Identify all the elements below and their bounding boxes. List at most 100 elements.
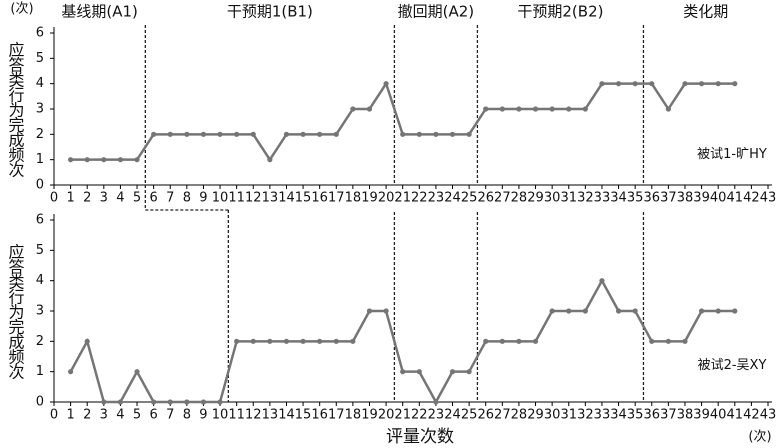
point [516, 106, 522, 112]
x-tick-label: 37 [660, 408, 677, 423]
point [665, 338, 671, 344]
point [350, 338, 356, 344]
point [715, 308, 721, 314]
series-line [69, 278, 735, 405]
point [566, 106, 572, 112]
x-tick-label: 29 [527, 191, 544, 206]
x-tick-label: 35 [627, 408, 644, 423]
x-tick-label: 18 [345, 408, 362, 423]
x-tick-label: 24 [444, 191, 461, 206]
y-axis-label: 应答类行为完成频次 [6, 243, 25, 380]
x-tick-label: 25 [461, 191, 478, 206]
y-tick-label: 6 [36, 213, 44, 228]
x-tick-label: 37 [660, 191, 677, 206]
x-tick-label: 8 [183, 408, 191, 423]
x-tick-label: 21 [394, 408, 411, 423]
point [466, 131, 472, 137]
x-tick-label: 14 [278, 191, 295, 206]
point [732, 308, 738, 314]
x-tick-label: 13 [262, 408, 279, 423]
x-tick-label: 19 [361, 408, 378, 423]
point [250, 131, 256, 137]
y-tick-label: 4 [36, 273, 44, 288]
point [715, 81, 721, 87]
point [366, 106, 373, 112]
x-tick-label: 20 [378, 191, 395, 206]
point [333, 131, 339, 137]
point [649, 81, 655, 87]
x-tick-label: 38 [677, 408, 694, 423]
x-tick-label: 9 [199, 191, 207, 206]
x-tick-label: 6 [149, 191, 157, 206]
x-tick-label: 22 [411, 408, 428, 423]
point [682, 338, 688, 344]
point [117, 157, 124, 163]
x-tick-label: 25 [461, 408, 478, 423]
phase-label: 基线期(A1) [61, 3, 138, 21]
point [649, 338, 655, 344]
point [300, 131, 306, 137]
x-tick-label: 7 [166, 191, 174, 206]
point [234, 338, 240, 344]
x-tick-label: 17 [328, 191, 345, 206]
point [599, 278, 605, 284]
x-tick-label: 26 [477, 191, 494, 206]
x-tick-label: 32 [577, 408, 594, 423]
x-tick-label: 22 [411, 191, 428, 206]
x-tick-label: 28 [511, 408, 528, 423]
point [267, 338, 273, 344]
y-tick-label: 2 [36, 334, 44, 349]
x-tick-label: 24 [444, 408, 461, 423]
point [84, 157, 90, 163]
point [167, 399, 173, 405]
point [698, 81, 705, 87]
point [283, 338, 290, 344]
x-tick-label: 17 [328, 408, 345, 423]
point [217, 131, 223, 137]
x-tick-label: 19 [361, 191, 378, 206]
x-tick-label: 13 [262, 191, 279, 206]
phase-label: 类化期 [683, 3, 728, 21]
x-tick-label: 20 [378, 408, 395, 423]
point [383, 308, 389, 314]
x-tick-label: 0 [50, 191, 58, 206]
x-tick-label: 23 [428, 191, 445, 206]
point [732, 81, 738, 87]
x-tick-label: 39 [693, 191, 710, 206]
point [383, 81, 389, 87]
x-tick-label: 12 [245, 408, 262, 423]
point [433, 399, 439, 405]
y-tick-label: 0 [36, 178, 44, 193]
phase-label: 干预期1(B1) [227, 3, 313, 21]
x-tick-label: 36 [643, 408, 660, 423]
point [84, 338, 90, 344]
x-tick-label: 14 [278, 408, 295, 423]
x-tick-label: 2 [83, 191, 91, 206]
point [566, 308, 572, 314]
point [101, 157, 107, 163]
x-tick-label: 43 [760, 191, 777, 206]
point [698, 308, 705, 314]
point [151, 131, 157, 137]
subject-label: 被试1-旷HY [697, 147, 767, 162]
point [317, 338, 323, 344]
point [516, 338, 522, 344]
point [184, 399, 190, 405]
x-tick-label: 8 [183, 191, 191, 206]
x-tick-label: 36 [643, 191, 660, 206]
point [366, 308, 373, 314]
point [532, 338, 539, 344]
x-tick-label: 3 [100, 191, 108, 206]
point [549, 106, 555, 112]
series-line [70, 80, 735, 162]
point [499, 338, 505, 344]
x-tick-label: 27 [494, 191, 511, 206]
x-tick-label: 16 [311, 191, 328, 206]
x-tick-label: 29 [527, 408, 544, 423]
x-axis-label: 评量次数 [386, 427, 454, 447]
point [250, 338, 256, 344]
x-tick-label: 40 [710, 408, 727, 423]
point [682, 81, 688, 87]
y-tick-label: 1 [36, 152, 44, 167]
point [466, 369, 472, 375]
